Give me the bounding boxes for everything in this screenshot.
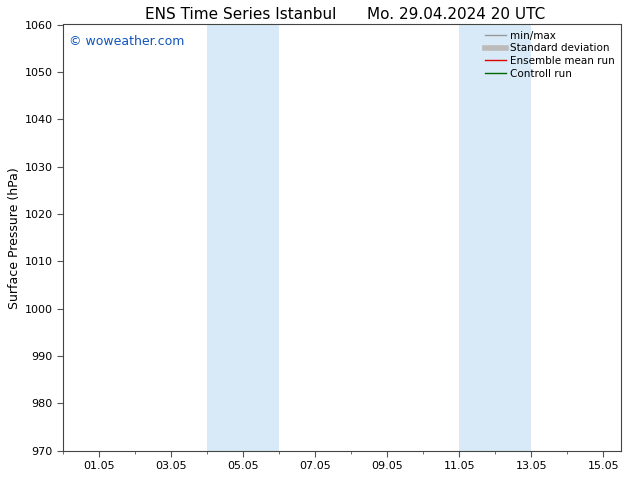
Bar [460, 24, 531, 451]
Text: ENS Time Series Istanbul: ENS Time Series Istanbul [145, 7, 337, 23]
Text: © woweather.com: © woweather.com [69, 35, 184, 48]
Text: Mo. 29.04.2024 20 UTC: Mo. 29.04.2024 20 UTC [367, 7, 546, 23]
Legend: min/max, Standard deviation, Ensemble mean run, Controll run: min/max, Standard deviation, Ensemble me… [482, 27, 618, 82]
Y-axis label: Surface Pressure (hPa): Surface Pressure (hPa) [8, 167, 21, 309]
Bar [207, 24, 280, 451]
